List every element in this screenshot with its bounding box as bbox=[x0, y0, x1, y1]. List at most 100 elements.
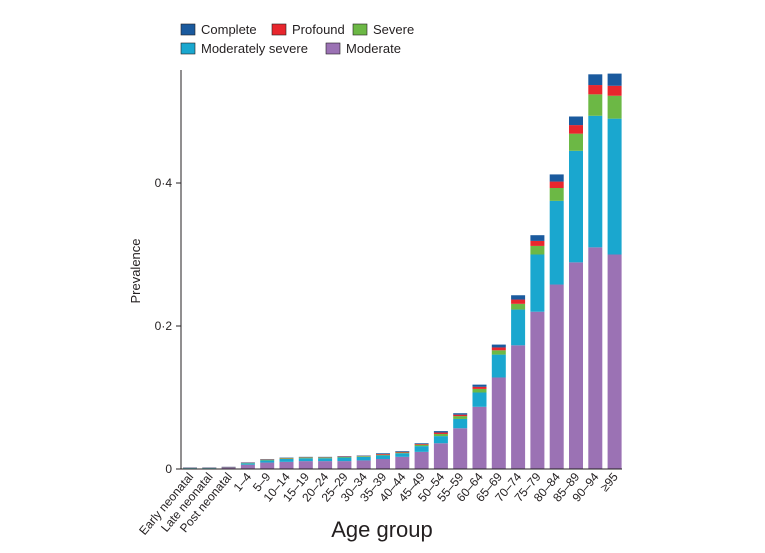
bar-segment-complete bbox=[569, 116, 583, 126]
bar-segment-profound bbox=[433, 432, 448, 434]
bar-segment-severe bbox=[472, 388, 487, 393]
bar-stack bbox=[356, 455, 371, 469]
bar-segment-severe bbox=[433, 433, 448, 437]
bar-segment-moderate bbox=[433, 443, 448, 469]
bar-stack bbox=[279, 457, 294, 469]
bar-segment-moderate bbox=[491, 377, 506, 469]
bar-segment-severe bbox=[318, 457, 333, 459]
bars bbox=[183, 73, 622, 469]
bar-stack bbox=[530, 235, 545, 469]
bar-segment-moderately-severe bbox=[491, 354, 506, 378]
bar-segment-complete bbox=[414, 443, 429, 444]
bar-segment-complete bbox=[453, 413, 468, 415]
bar-segment-complete bbox=[491, 344, 506, 348]
legend-item: Severe bbox=[352, 22, 414, 37]
bar-segment-moderate bbox=[260, 462, 275, 469]
x-tick-label: 1–4 bbox=[231, 470, 255, 495]
bar-segment-severe bbox=[453, 416, 468, 419]
bar-segment-moderately-severe bbox=[376, 455, 390, 459]
bar-stack bbox=[298, 456, 313, 469]
bar-stack bbox=[260, 458, 275, 469]
bar-segment-profound bbox=[607, 85, 622, 96]
bar-segment-profound bbox=[414, 443, 429, 445]
bar-segment-complete bbox=[433, 431, 448, 433]
bar-segment-profound bbox=[530, 240, 545, 246]
bar-segment-moderate bbox=[356, 460, 371, 469]
bar-segment-moderately-severe bbox=[588, 115, 603, 248]
legend-label: Profound bbox=[292, 22, 345, 37]
bar-segment-moderate bbox=[337, 461, 352, 469]
legend-swatch bbox=[325, 42, 341, 55]
bar-segment-severe bbox=[337, 456, 352, 458]
bar-segment-severe bbox=[395, 452, 410, 454]
bar-segment-complete bbox=[549, 174, 564, 182]
bar-segment-profound bbox=[511, 299, 526, 304]
bar-segment-complete bbox=[588, 74, 603, 86]
bar-segment-moderate bbox=[221, 467, 236, 469]
bar-segment-severe bbox=[260, 459, 275, 461]
bar-segment-profound bbox=[491, 347, 506, 351]
legend-swatch bbox=[180, 42, 196, 55]
bar-segment-severe bbox=[414, 444, 429, 447]
bar-segment-severe bbox=[588, 94, 603, 116]
legend: Complete Profound Severe Moderately severe M… bbox=[180, 22, 414, 56]
bar-segment-profound bbox=[588, 85, 603, 95]
bar-segment-moderately-severe bbox=[607, 118, 622, 255]
bar-stack bbox=[337, 456, 352, 469]
bar-segment-moderately-severe bbox=[279, 458, 294, 462]
bar-stack bbox=[472, 384, 487, 469]
bar-segment-complete bbox=[395, 451, 410, 452]
bar-stack bbox=[318, 456, 333, 469]
bar-segment-severe bbox=[607, 95, 622, 119]
y-tick-label: 0·2 bbox=[155, 319, 173, 333]
legend-item: Moderate bbox=[325, 41, 401, 56]
bar-segment-profound bbox=[549, 181, 564, 189]
bar-segment-complete bbox=[607, 73, 622, 86]
bar-segment-profound bbox=[395, 451, 410, 453]
bar-segment-moderately-severe bbox=[453, 418, 468, 429]
bar-segment-moderate bbox=[472, 406, 487, 469]
bar-segment-moderate bbox=[395, 456, 410, 469]
bar-segment-moderate bbox=[240, 464, 255, 469]
bar-segment-moderate bbox=[376, 458, 390, 469]
bar-segment-moderately-severe bbox=[337, 457, 352, 462]
bar-segment-complete bbox=[530, 235, 545, 241]
bar-segment-severe bbox=[530, 245, 545, 255]
bar-segment-moderately-severe bbox=[549, 200, 564, 285]
bar-segment-moderate bbox=[530, 311, 545, 469]
bar-stack bbox=[414, 443, 429, 469]
bar-segment-moderately-severe bbox=[240, 463, 255, 465]
bar-segment-moderately-severe bbox=[298, 458, 313, 462]
legend-swatch bbox=[180, 23, 196, 36]
bar-segment-moderate bbox=[318, 461, 333, 469]
bar-stack bbox=[433, 431, 448, 469]
bar-segment-moderately-severe bbox=[511, 309, 526, 346]
bar-stack bbox=[607, 73, 622, 469]
bar-segment-profound bbox=[472, 386, 487, 389]
x-axis-title: Age group bbox=[331, 517, 433, 542]
bar-segment-severe bbox=[549, 188, 564, 201]
y-tick-label: 0·4 bbox=[155, 176, 173, 190]
bar-segment-moderately-severe bbox=[260, 460, 275, 463]
bar-segment-complete bbox=[376, 453, 390, 454]
bar-segment-moderately-severe bbox=[414, 446, 429, 452]
bar-segment-moderate bbox=[588, 247, 603, 469]
bar-segment-severe bbox=[376, 454, 390, 456]
bar-segment-moderate bbox=[414, 451, 429, 469]
bar-stack bbox=[569, 116, 583, 469]
legend-swatch bbox=[271, 23, 287, 36]
legend-label: Moderately severe bbox=[201, 41, 308, 56]
legend-item: Moderately severe bbox=[180, 41, 308, 56]
bar-segment-moderately-severe bbox=[395, 453, 410, 457]
bar-segment-severe bbox=[279, 458, 294, 459]
y-tick-label: 0 bbox=[165, 462, 172, 476]
legend-swatch bbox=[352, 23, 368, 36]
bar-segment-severe bbox=[356, 456, 371, 457]
y-axis-title: Prevalence bbox=[128, 238, 143, 303]
legend-label: Complete bbox=[201, 22, 257, 37]
bar-stack bbox=[395, 451, 410, 469]
bar-stack bbox=[491, 344, 506, 469]
bar-segment-moderately-severe bbox=[318, 458, 333, 462]
y-axis: 0 0·2 0·4 bbox=[155, 70, 182, 476]
